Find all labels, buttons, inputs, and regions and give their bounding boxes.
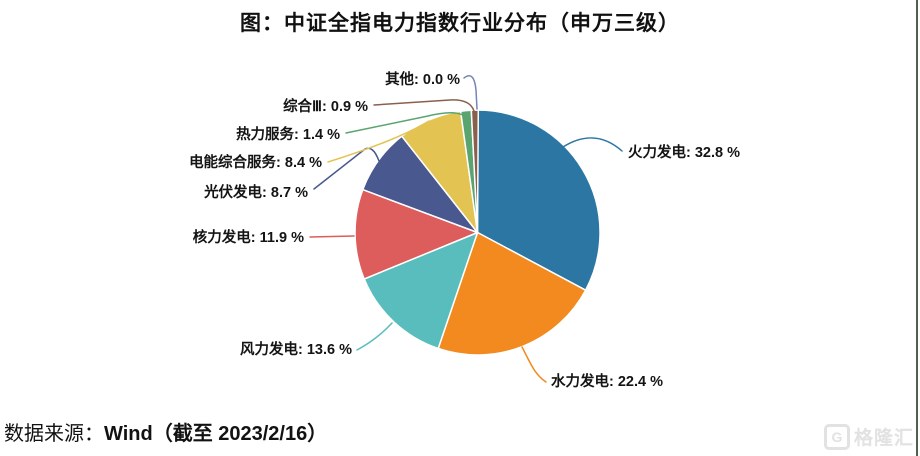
pie-slice-7 [470,109,480,234]
pie-slice-2 [363,231,479,350]
leader-line-0 [562,137,623,152]
watermark: G 格隆汇 [823,423,914,450]
leader-line-3 [309,235,355,238]
slice-label-6: 热力服务: 1.4 % [236,125,340,143]
slice-label-8: 其他: 0.0 % [385,70,460,88]
leader-line-8 [463,75,478,110]
leader-line-1 [521,346,547,383]
leader-line-2 [356,322,393,351]
slice-label-1: 水力发电: 22.4 % [551,372,663,390]
leader-line-5 [327,120,430,163]
watermark-brand: 格隆汇 [853,428,914,449]
slice-label-3: 核力发电: 11.9 % [193,228,304,246]
gelonghui-logo-icon: G [823,423,850,450]
slice-label-7: 综合Ⅲ: 0.9 % [283,97,368,115]
pie-slice-1 [437,231,587,356]
leader-line-7 [373,99,475,112]
pie-slice-0 [476,109,601,291]
chart-title: 图：中证全指电力指数行业分布（申万三级） [240,11,680,35]
data-source-note: 数据来源：Wind（截至 2023/2/16） [4,417,327,446]
screenshot-right-border [916,0,918,456]
data-source-label: 数据来源： [4,423,104,445]
slice-label-5: 电能综合服务: 8.4 % [189,153,322,171]
slice-label-2: 风力发电: 13.6 % [240,340,352,358]
slice-label-4: 光伏发电: 8.7 % [203,183,308,201]
leader-line-6 [345,112,464,134]
data-source-detail: Wind（截至 2023/2/16） [104,423,328,445]
pie-slice-3 [354,188,479,280]
slice-label-0: 火力发电: 32.8 % [628,143,740,161]
